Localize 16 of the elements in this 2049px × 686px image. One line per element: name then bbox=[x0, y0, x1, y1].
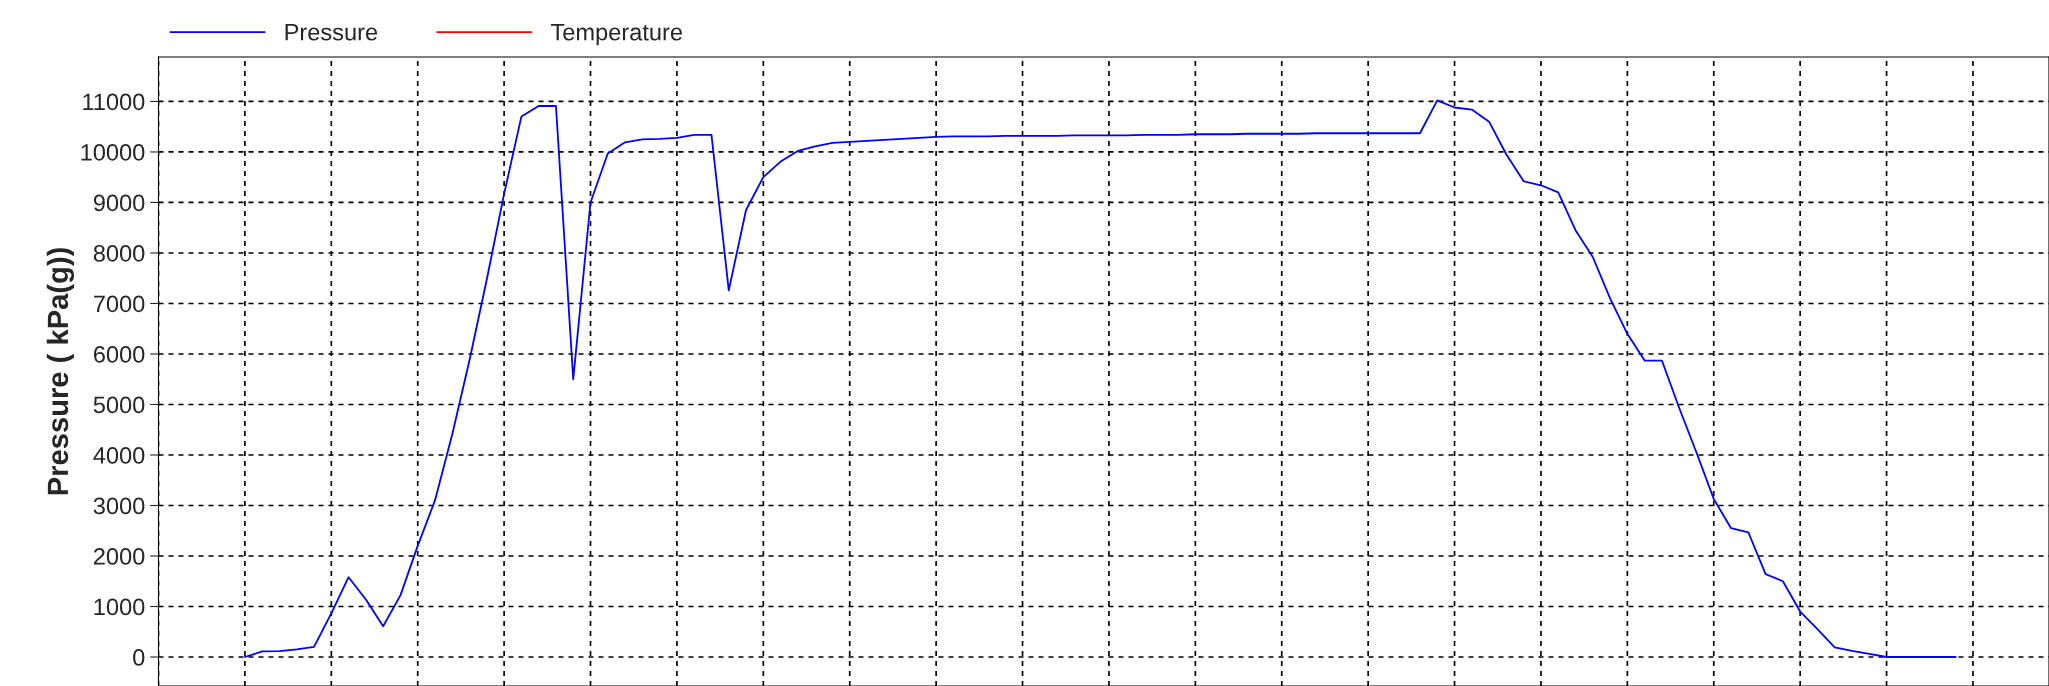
y-tick-label: 5000 bbox=[93, 396, 145, 414]
y-tick-label: 7000 bbox=[94, 295, 145, 313]
y-tick-label: 1000 bbox=[94, 598, 145, 616]
y-tick-label: 6000 bbox=[93, 346, 145, 363]
y-tick-label: 8000 bbox=[93, 245, 145, 262]
y-tick-label: 10000 bbox=[81, 144, 145, 161]
line-series bbox=[243, 99, 1957, 658]
y-tick-label: 2000 bbox=[93, 548, 145, 565]
legend-label: Pressure bbox=[285, 24, 378, 41]
legend-label: Temperature bbox=[551, 24, 682, 46]
y-tick-label: 0 bbox=[133, 649, 145, 666]
y-tick-label: 9000 bbox=[93, 194, 145, 212]
y-axis-title: Pressure ( kPa(g)) bbox=[46, 248, 75, 495]
y-tick-label: 4000 bbox=[93, 447, 145, 464]
y-tick-label: 3000 bbox=[93, 497, 145, 515]
y-tick-label: 11000 bbox=[83, 93, 145, 111]
